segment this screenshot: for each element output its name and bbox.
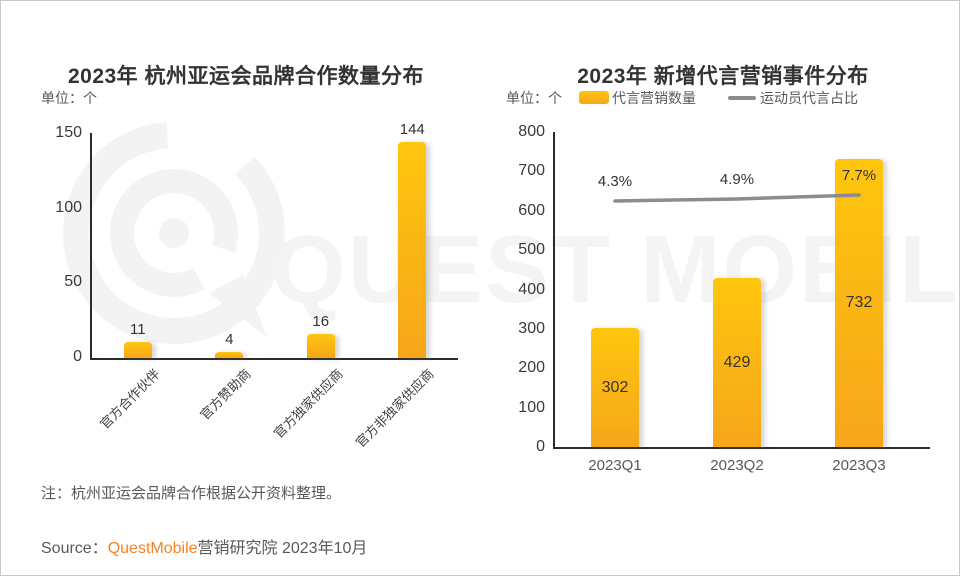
bar-value-label: 16	[312, 313, 330, 330]
trend-point-label: 4.3%	[597, 173, 633, 190]
bar-official-sponsor: 4	[215, 331, 244, 358]
bar-2023q2: 429	[713, 278, 761, 447]
y-axis-label: 0	[536, 438, 545, 455]
bar-value-label: 302	[601, 378, 629, 396]
left-unit-label: 单位：个	[41, 90, 97, 106]
brand-name: QuestMobile	[107, 540, 198, 557]
category-label: 官方赞助商	[197, 366, 254, 423]
right-plot-area: 800 700 600 500 400 300 200 100 0 302 42…	[518, 123, 930, 474]
y-axis-label: 300	[518, 319, 545, 337]
legend-line-swatch-icon	[728, 96, 756, 100]
trend-line	[613, 193, 861, 203]
y-axis-label: 800	[518, 123, 545, 140]
legend-bar-label: 代言营销数量	[612, 90, 696, 106]
category-label: 官方独家供应商	[270, 366, 346, 442]
bar-value-label: 732	[845, 293, 873, 311]
bar-2023q3: 732	[835, 158, 883, 447]
y-axis-label: 700	[518, 162, 545, 180]
bar-exclusive-supplier: 16	[306, 313, 335, 358]
right-unit-label: 单位：个	[506, 90, 562, 106]
note-text: 注：杭州亚运会品牌合作根据公开资料整理。	[41, 485, 342, 502]
bar-value-label: 144	[399, 121, 425, 138]
bar-value-label: 11	[129, 320, 146, 338]
category-label: 2023Q2	[710, 457, 764, 474]
bar-nonexclusive-supplier: 144	[398, 121, 427, 358]
category-label: 官方合作伙伴	[96, 366, 163, 432]
category-label: 2023Q3	[832, 457, 886, 474]
y-axis-label: 0	[73, 348, 82, 365]
trend-point-label: 7.7%	[841, 167, 877, 184]
y-axis-label: 100	[518, 398, 545, 416]
y-axis-label: 600	[518, 201, 545, 219]
y-axis-label: 400	[518, 280, 545, 298]
source-text: Source：QuestMobile营销研究院 2023年10月	[41, 534, 367, 558]
legend-line-label: 运动员代言占比	[760, 90, 858, 106]
y-axis-label: 100	[55, 198, 82, 216]
trend-point-label: 4.9%	[719, 171, 755, 188]
left-plot-area: 150 100 50 0 11 4 16 144 官方合作伙伴 官方赞助商 官方…	[55, 121, 458, 450]
bar-2023q1: 302	[591, 328, 639, 447]
source-suffix: 营销研究院 2023年10月	[197, 540, 368, 557]
category-label: 官方非独家供应商	[352, 366, 437, 451]
category-label: 2023Q1	[588, 457, 642, 474]
y-axis-label: 500	[518, 241, 545, 259]
right-chart-title: 2023年 新增代言营销事件分布	[577, 65, 869, 89]
bar-value-label: 4	[225, 331, 234, 348]
y-axis-label: 150	[55, 124, 82, 141]
bar-value-label: 429	[723, 353, 751, 371]
bar-official-partner: 11	[123, 321, 152, 358]
legend-bar-swatch-icon	[579, 91, 609, 104]
y-axis-label: 50	[64, 273, 82, 291]
source-prefix: Source：	[41, 540, 108, 557]
left-chart-title: 2023年 杭州亚运会品牌合作数量分布	[67, 65, 425, 89]
y-axis-label: 200	[518, 359, 545, 377]
